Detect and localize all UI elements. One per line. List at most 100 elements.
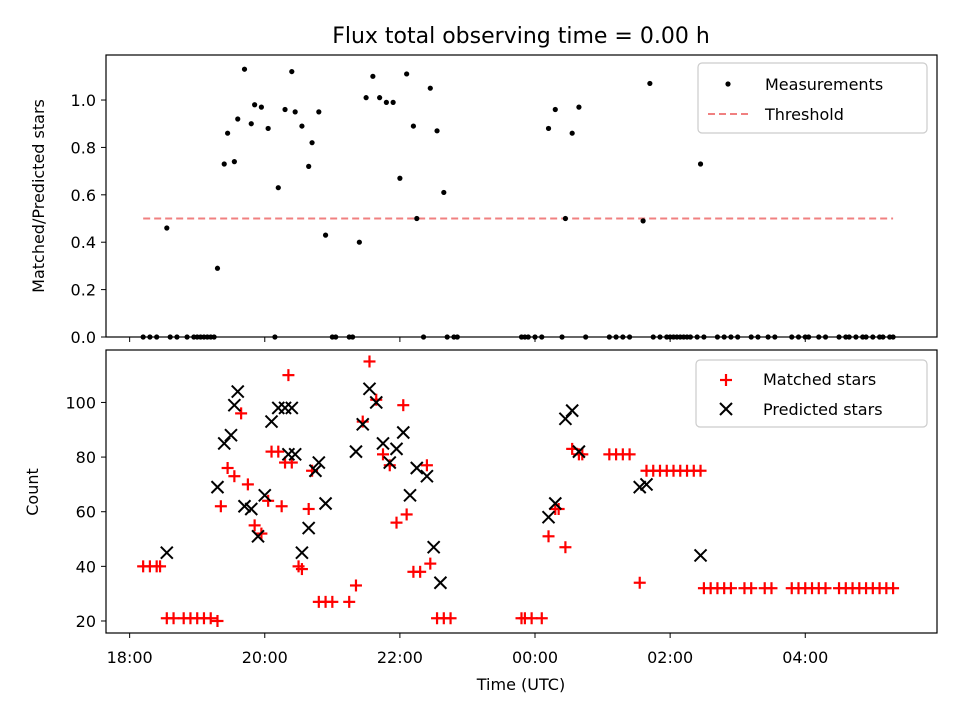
matched-stars-point [397,399,410,412]
bottom-plot-ticks: 20 40 60 80 100 18:00 20:00 22:00 00:00 02:00 04:0… [65,393,828,667]
bottom-x-tick-label: 20:00 [242,648,288,667]
top-legend-box [697,62,928,134]
matched-stars-point [887,582,900,595]
predicted-stars-point-b [285,401,299,415]
measurement-point [569,130,575,136]
matched-stars-point [326,595,339,608]
x-axis-label: Time (UTC) [476,675,565,694]
matched-stars-point [559,541,572,554]
matched-stars-point [272,445,285,458]
top-plot-frame [105,54,938,338]
predicted-stars-point [420,469,434,483]
predicted-stars-point [288,447,302,462]
predicted-stars-point-b [318,496,333,511]
predicted-stars-point-b [349,444,363,459]
matched-stars-legend-marker [720,374,732,386]
predicted-stars-point [383,455,397,470]
measurement-point [316,109,322,115]
top-plot-data [140,66,896,340]
predicted-stars-point [572,444,586,459]
predicted-stars-point-b [383,455,397,470]
top-y-tick-label: 0.4 [71,233,96,252]
predicted-stars-point-b [258,488,272,503]
bottom-x-tick-label: 22:00 [377,648,423,667]
predicted-stars-point [369,395,383,410]
predicted-stars-point [633,480,647,494]
predicted-stars-point-b [541,510,556,524]
measurement-point [214,265,221,271]
predicted-stars-point [295,545,309,560]
measurement-point [356,239,362,245]
matched-stars-point [819,582,832,595]
predicted-stars-point-b [403,488,417,503]
chart-title: Flux total observing time = 0.00 h [332,24,710,49]
top-y-axis-label: Matched/Predicted stars [29,99,48,293]
measurement-point [414,215,420,222]
measurement-point [377,95,383,101]
predicted-stars-point [410,461,424,475]
predicted-stars-point-b [633,480,647,494]
measurement-point [397,175,403,181]
measurement-point [299,123,305,129]
matched-stars-legend-label: Matched stars [763,370,876,389]
matched-stars-point [363,355,376,368]
measurement-point [552,106,558,113]
measurement-point [410,123,417,129]
measurement-point [225,130,231,136]
matched-stars-point [248,519,261,532]
measurement-point [404,71,410,77]
measurement-point [265,125,271,132]
predicted-stars-point [312,455,326,470]
matched-stars-point [282,369,295,382]
measurement-point [231,159,237,165]
bottom-legend-box [695,359,928,428]
predicted-stars-point-b [376,436,390,451]
measurement-point [258,104,264,110]
top-y-tick-label: 0.2 [71,281,96,300]
predicted-stars-point-b [227,398,242,412]
bottom-plot: 20 40 60 80 100 18:00 20:00 22:00 00:00 02:00 04:0… [65,349,938,667]
predicted-stars-point [541,510,556,524]
measurement-point [441,189,447,196]
measurement-point [434,128,440,134]
measurement-point [370,73,376,79]
measurement-point [306,163,312,169]
predicted-stars-point-b [426,540,441,554]
threshold-legend-label: Threshold [764,105,844,124]
predicted-stars-point [224,428,238,442]
matched-stars-point [228,470,241,483]
predicted-stars-point [426,540,441,554]
bottom-y-tick-label: 80 [76,448,96,467]
predicted-stars-point-b [410,461,424,475]
matched-stars-point [424,557,437,570]
measurement-point [275,185,281,191]
predicted-stars-point [558,412,573,426]
matched-stars-point [204,612,217,625]
bottom-x-tick-label: 00:00 [512,648,558,667]
measurement-point [697,161,704,167]
bottom-x-tick-label: 04:00 [782,648,828,667]
measurement-point [647,80,653,87]
predicted-stars-point [318,496,333,511]
predicted-stars-point-b [312,455,326,470]
predicted-stars-point-b [244,502,258,516]
matched-stars-point [235,407,248,420]
bottom-plot-frame [105,349,938,634]
bottom-plot-data [137,355,900,627]
predicted-stars-point [639,477,654,492]
predicted-stars-point [264,414,279,429]
predicted-stars-point [258,488,272,503]
measurement-point [221,161,227,167]
measurement-point [292,109,298,115]
matched-stars-point [694,464,707,477]
matched-stars-point [420,459,433,472]
measurement-point [289,68,295,75]
matched-stars-point [400,508,413,521]
measurement-point [248,121,254,127]
predicted-stars-point [362,382,377,396]
predicted-stars-point [396,425,410,440]
matched-stars-point [390,516,403,529]
predicted-stars-point-b [251,529,265,544]
matched-stars-point [542,530,555,543]
predicted-stars-point [548,496,562,511]
